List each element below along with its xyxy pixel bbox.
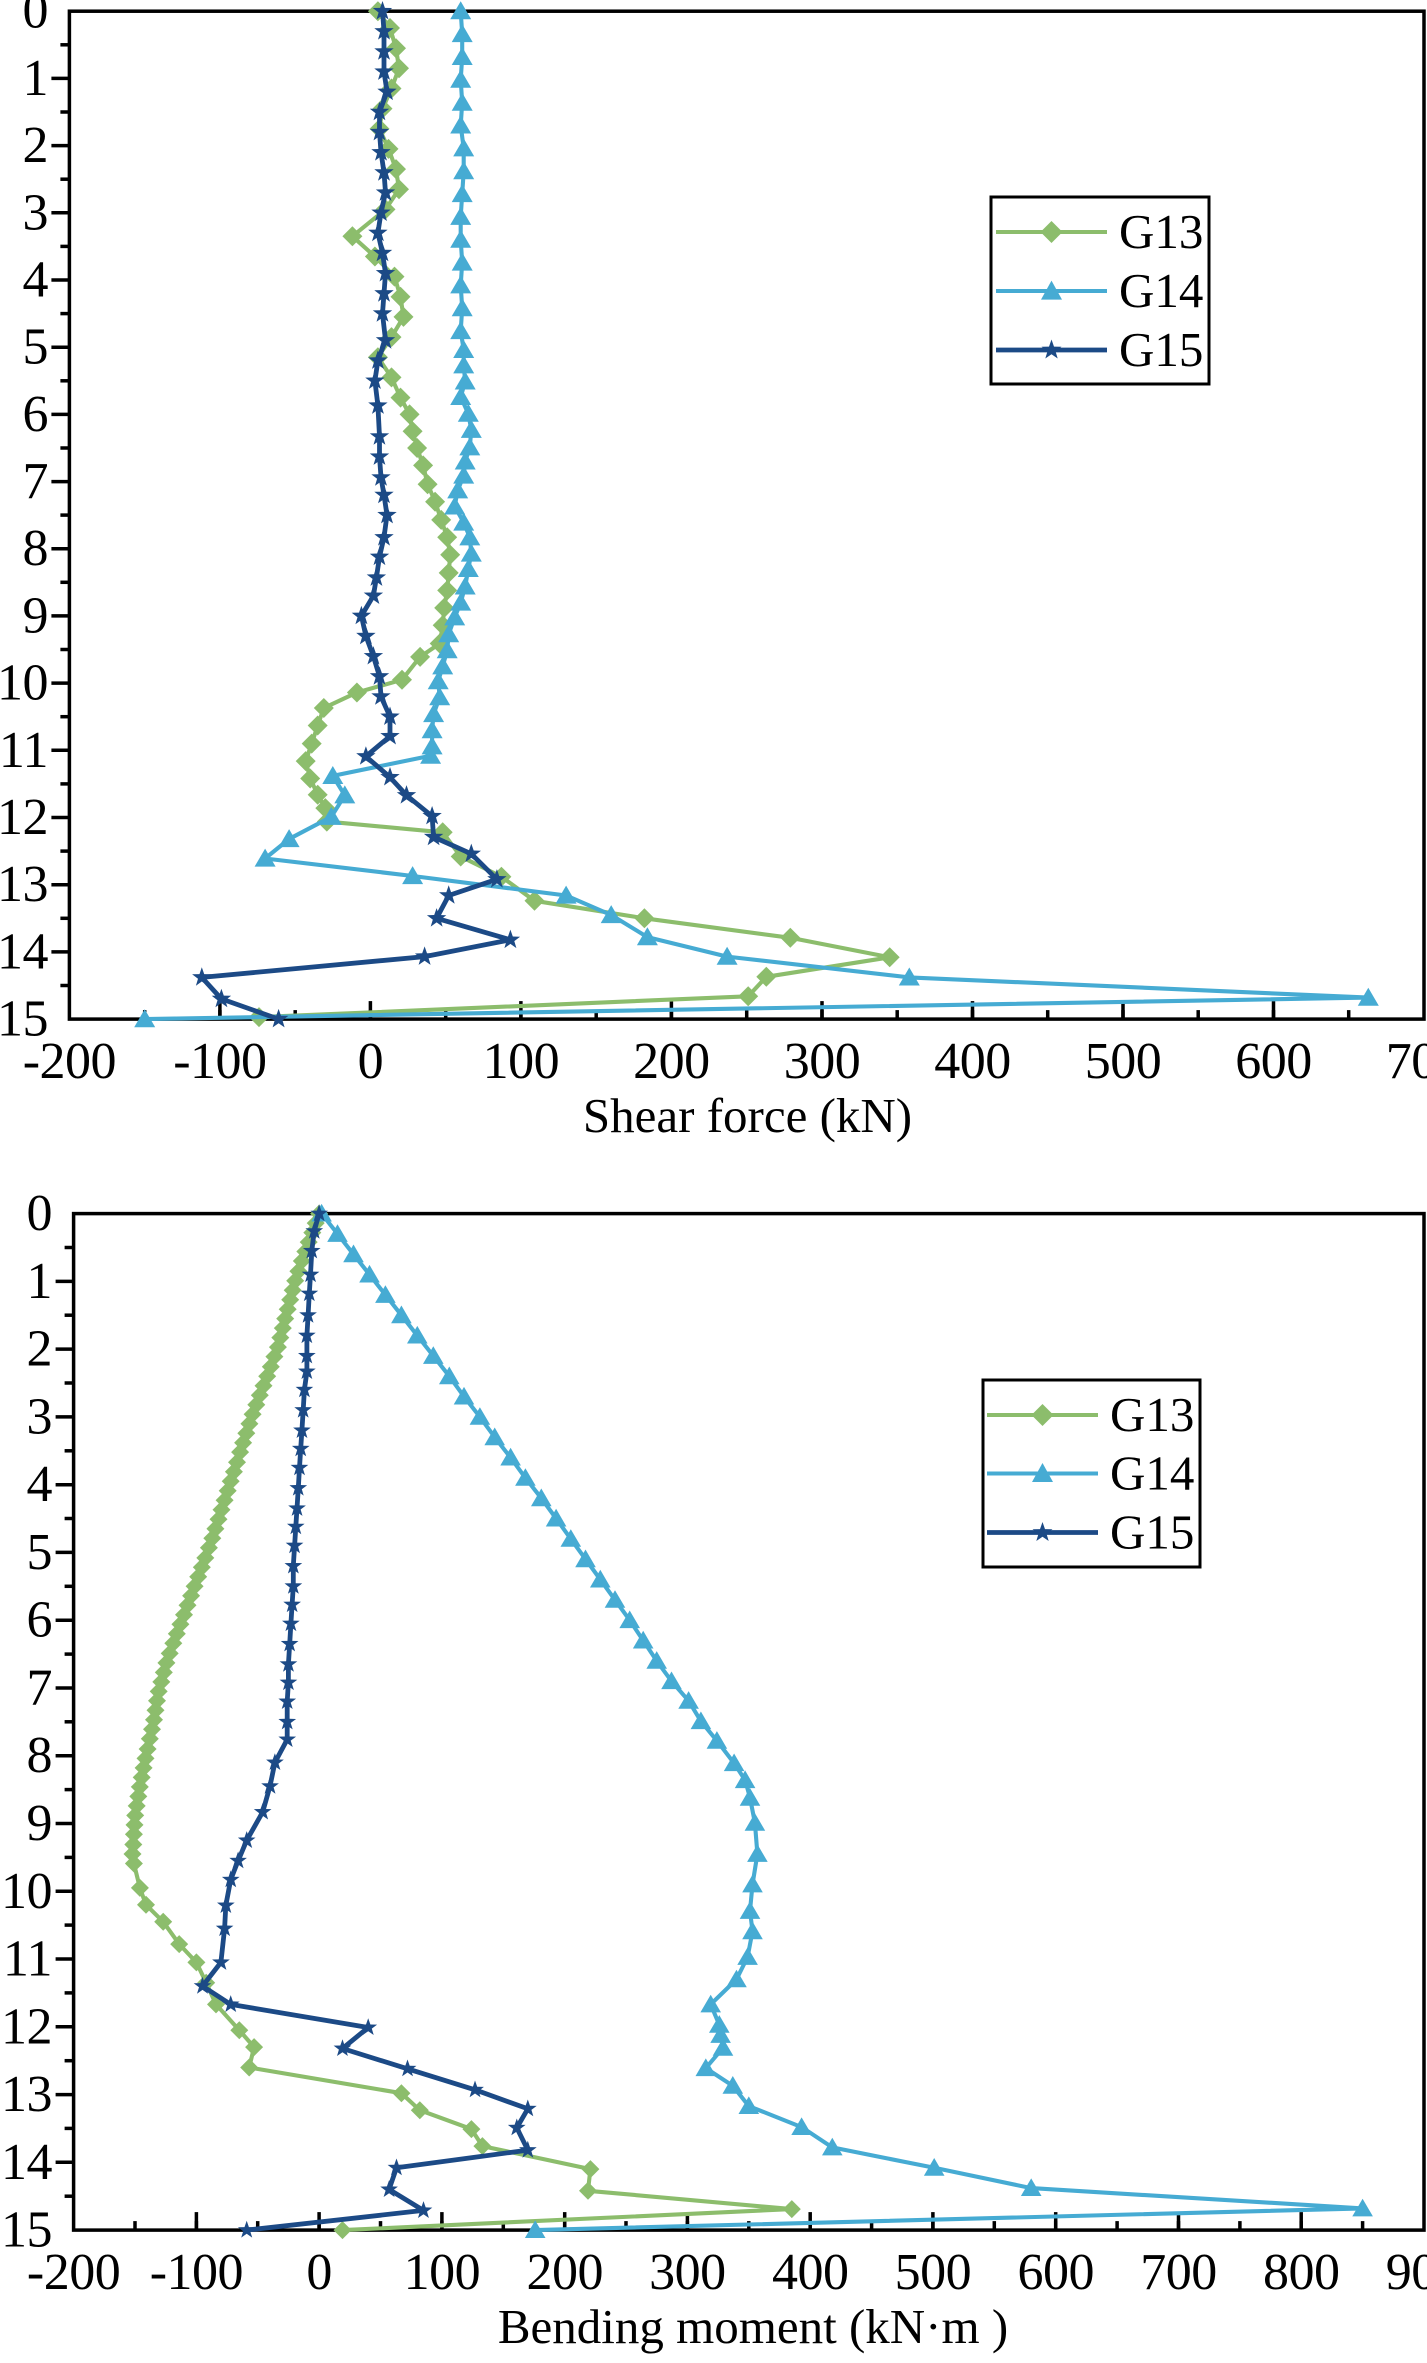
svg-text:0: 0 xyxy=(358,1033,384,1090)
svg-text:11: 11 xyxy=(0,722,48,779)
svg-text:300: 300 xyxy=(649,2244,726,2301)
svg-text:13: 13 xyxy=(0,856,48,913)
svg-text:-100: -100 xyxy=(173,1033,266,1090)
svg-text:14: 14 xyxy=(1,2134,53,2191)
svg-text:100: 100 xyxy=(404,2244,481,2301)
svg-text:800: 800 xyxy=(1263,2244,1340,2301)
svg-text:400: 400 xyxy=(772,2244,849,2301)
svg-text:4: 4 xyxy=(27,1456,53,1513)
svg-text:Shear force (kN): Shear force (kN) xyxy=(583,1088,912,1143)
svg-text:10: 10 xyxy=(1,1863,52,1920)
svg-text:700: 700 xyxy=(1386,1033,1427,1090)
svg-text:G14: G14 xyxy=(1110,1446,1194,1501)
svg-text:G15: G15 xyxy=(1110,1505,1194,1560)
svg-text:G15: G15 xyxy=(1119,322,1203,377)
svg-text:4: 4 xyxy=(23,252,49,309)
svg-text:7: 7 xyxy=(27,1660,53,1717)
svg-text:0: 0 xyxy=(23,0,49,40)
svg-text:12: 12 xyxy=(1,1998,52,2055)
svg-text:15: 15 xyxy=(0,991,48,1048)
svg-text:200: 200 xyxy=(526,2244,603,2301)
svg-text:900: 900 xyxy=(1386,2244,1427,2301)
svg-text:200: 200 xyxy=(633,1033,710,1090)
svg-text:0: 0 xyxy=(27,1185,53,1242)
svg-text:14: 14 xyxy=(0,923,49,980)
svg-text:400: 400 xyxy=(934,1033,1011,1090)
svg-text:3: 3 xyxy=(27,1388,53,1445)
svg-text:2: 2 xyxy=(23,117,49,174)
svg-text:-200: -200 xyxy=(27,2244,120,2301)
svg-text:2: 2 xyxy=(27,1321,53,1378)
svg-text:12: 12 xyxy=(0,789,48,846)
svg-text:8: 8 xyxy=(23,520,49,577)
svg-text:Bending moment (kN·m ): Bending moment (kN·m ) xyxy=(498,2299,1008,2354)
svg-text:3: 3 xyxy=(23,184,49,241)
svg-text:500: 500 xyxy=(895,2244,972,2301)
svg-text:5: 5 xyxy=(23,319,49,376)
svg-text:5: 5 xyxy=(27,1524,53,1581)
svg-text:700: 700 xyxy=(1140,2244,1217,2301)
svg-text:8: 8 xyxy=(27,1727,53,1784)
svg-text:9: 9 xyxy=(27,1795,53,1852)
svg-text:1: 1 xyxy=(27,1253,53,1310)
svg-text:1: 1 xyxy=(23,50,49,107)
svg-text:500: 500 xyxy=(1085,1033,1162,1090)
svg-text:G13: G13 xyxy=(1110,1387,1194,1442)
svg-text:11: 11 xyxy=(3,1931,52,1988)
svg-text:G14: G14 xyxy=(1119,263,1203,318)
svg-text:0: 0 xyxy=(306,2244,332,2301)
svg-text:6: 6 xyxy=(23,386,49,443)
svg-text:15: 15 xyxy=(1,2202,52,2259)
svg-text:100: 100 xyxy=(483,1033,560,1090)
svg-text:-100: -100 xyxy=(150,2244,243,2301)
svg-text:13: 13 xyxy=(1,2066,52,2123)
svg-text:600: 600 xyxy=(1235,1033,1312,1090)
svg-text:600: 600 xyxy=(1017,2244,1094,2301)
svg-text:10: 10 xyxy=(0,655,48,712)
svg-text:300: 300 xyxy=(784,1033,861,1090)
svg-text:-200: -200 xyxy=(23,1033,116,1090)
svg-text:6: 6 xyxy=(27,1592,53,1649)
svg-text:9: 9 xyxy=(23,587,49,644)
svg-text:G13: G13 xyxy=(1119,204,1203,259)
svg-text:7: 7 xyxy=(23,453,49,510)
